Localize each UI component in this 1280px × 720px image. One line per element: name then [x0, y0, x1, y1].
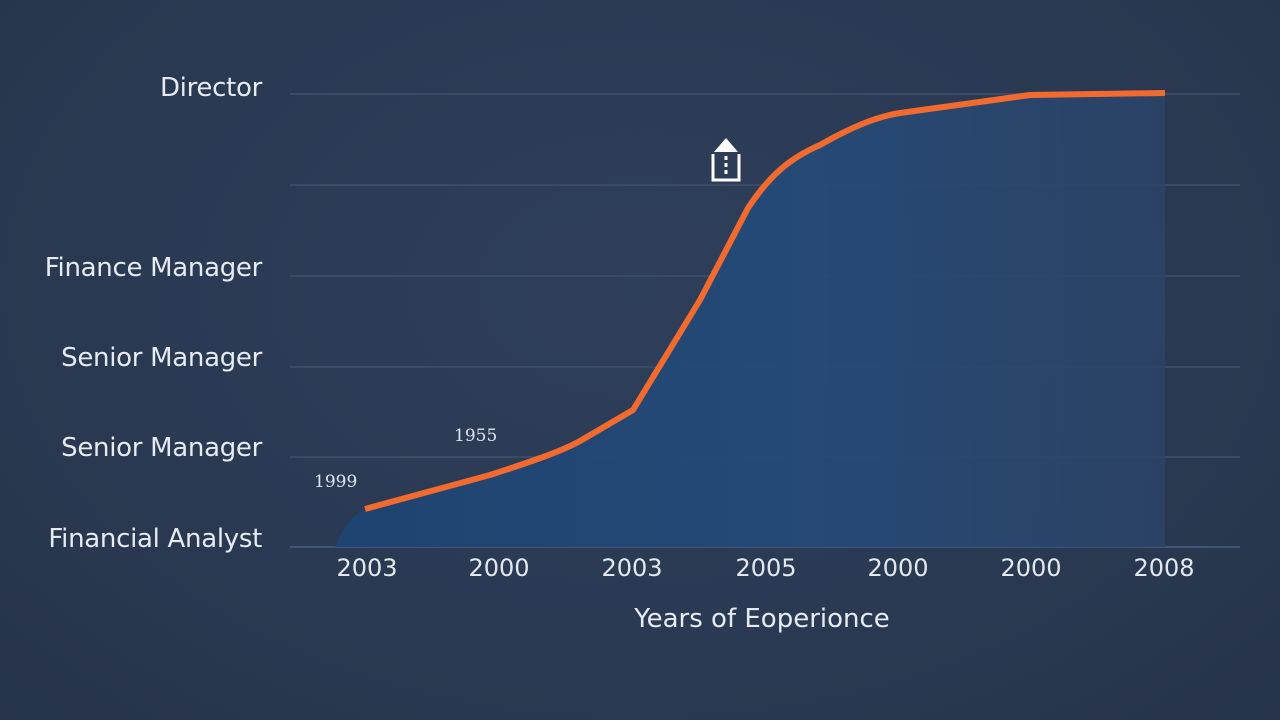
upload-arrow-icon — [708, 136, 744, 184]
x-tick-3: 2003 — [601, 554, 663, 582]
x-tick-7: 2008 — [1133, 554, 1195, 582]
y-label-financial-analyst: Financial Analyst — [48, 524, 262, 554]
x-tick-1: 2003 — [336, 554, 398, 582]
x-axis-title: Years of Eoperionce — [634, 604, 890, 634]
x-tick-6: 2000 — [1000, 554, 1062, 582]
y-label-director: Director — [159, 73, 262, 103]
y-label-senior-manager-upper: Senior Manager — [61, 343, 262, 373]
annotation-1955: 1955 — [454, 426, 498, 446]
area-fill — [335, 93, 1165, 547]
x-tick-2: 2000 — [468, 554, 530, 582]
x-tick-5: 2000 — [867, 554, 929, 582]
career-line — [364, 90, 1166, 512]
y-label-senior-manager-lower: Senior Manager — [61, 433, 262, 463]
y-label-finance-manager: Finance Manager — [44, 253, 263, 283]
annotation-1999: 1999 — [314, 472, 358, 492]
x-tick-4: 2005 — [735, 554, 797, 582]
